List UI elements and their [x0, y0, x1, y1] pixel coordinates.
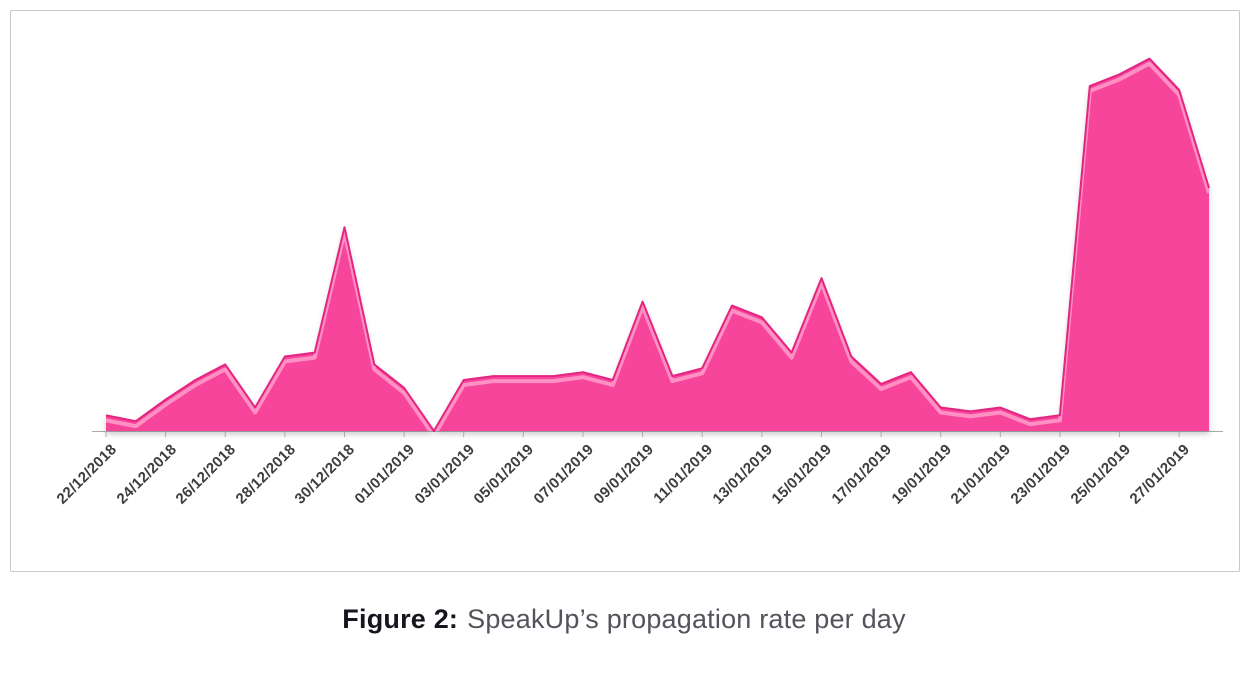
figure-caption: Figure 2: SpeakUp’s propagation rate per … — [0, 604, 1248, 635]
figure-caption-text: SpeakUp’s propagation rate per day — [467, 604, 906, 634]
chart-container: 22/12/2018 24/12/2018 26/12/2018 28/12/2018… — [10, 10, 1240, 572]
area-chart-svg — [92, 57, 1223, 437]
figure-caption-label: Figure 2: — [342, 604, 459, 634]
